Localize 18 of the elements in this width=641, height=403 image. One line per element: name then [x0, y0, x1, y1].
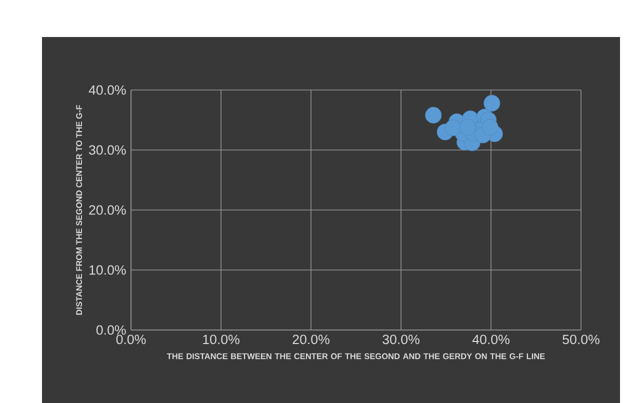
point	[425, 106, 442, 124]
y-tick-label: 10.0%	[90, 265, 126, 275]
x-tick-label: 40.0%	[472, 334, 510, 344]
x-tick-label: 30.0%	[382, 334, 420, 344]
y-tick-label: 30.0%	[88, 145, 126, 155]
x-tick-label: 50.0%	[562, 334, 600, 344]
x-tick-label: 10.0%	[203, 334, 240, 344]
x-axis-title: THE DISTANCE BETWEEN THE CENTER OF THE SEGOND AND THE GERDY ON THE G-F LINE	[166, 353, 545, 360]
point	[482, 118, 498, 136]
point	[444, 120, 462, 136]
y-axis-title: DISTANCE FROM THE SEGOND CENTER TO THE G-F	[76, 105, 82, 315]
x-tick-label: 20.0%	[292, 334, 330, 344]
point	[459, 118, 476, 136]
point	[484, 94, 500, 112]
x-tick-label: 0.0%	[116, 334, 146, 344]
y-tick-label: 20.0%	[89, 205, 126, 215]
y-tick-label: 40.0%	[88, 85, 126, 95]
y-tick-label: 0.0%	[96, 325, 126, 335]
